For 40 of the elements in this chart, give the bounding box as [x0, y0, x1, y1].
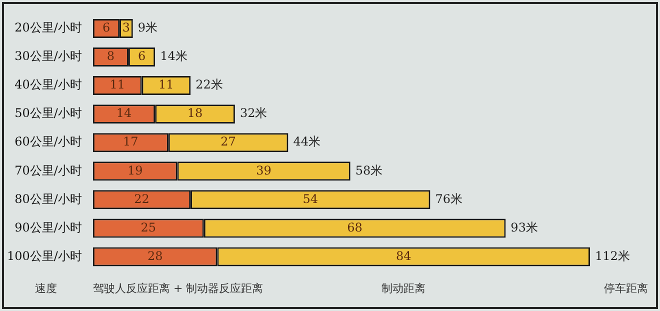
total-label: 112米 — [595, 248, 630, 263]
data-label: 84 — [396, 248, 412, 263]
y-tick-label: 90公里/小时 — [14, 220, 82, 234]
y-tick-label: 80公里/小时 — [14, 192, 82, 206]
data-label: 11 — [110, 78, 125, 92]
total-label: 93米 — [510, 220, 538, 234]
total-label: 14米 — [160, 49, 188, 64]
data-label: 17 — [123, 134, 138, 149]
total-label: 58米 — [355, 163, 383, 178]
y-tick-label: 40公里/小时 — [14, 78, 82, 92]
data-label: 28 — [147, 248, 163, 263]
data-label: 11 — [158, 78, 174, 92]
data-label: 27 — [220, 134, 236, 149]
series-label: 制动距离 — [382, 282, 426, 295]
y-tick-label: 60公里/小时 — [14, 134, 82, 149]
data-label: 25 — [140, 220, 156, 234]
data-label: 14 — [116, 106, 132, 120]
data-label: 68 — [347, 220, 362, 234]
series-label: 驾驶人反应距离 + 制动器反应距离 — [92, 282, 264, 295]
data-label: 6 — [138, 49, 146, 64]
y-axis-title: 速度 — [35, 282, 57, 295]
data-label: 8 — [106, 49, 115, 64]
data-label: 54 — [302, 192, 318, 206]
data-label: 3 — [122, 20, 130, 35]
text: 停车距离 — [604, 282, 648, 295]
total-label: 22米 — [196, 78, 223, 92]
data-label: 19 — [127, 163, 143, 178]
y-tick-label: 50公里/小时 — [14, 106, 82, 120]
total-label: 76米 — [435, 192, 463, 206]
y-tick-label: 20公里/小时 — [14, 20, 82, 35]
y-tick-label: 30公里/小时 — [14, 49, 82, 64]
y-tick-label: 100公里/小时 — [6, 248, 82, 263]
data-label: 39 — [256, 163, 272, 178]
data-label: 18 — [187, 106, 203, 120]
data-label: 6 — [102, 20, 110, 35]
total-label: 9米 — [138, 20, 158, 35]
total-label: 44米 — [293, 134, 320, 149]
total-label: 32米 — [240, 106, 268, 120]
data-label: 22 — [134, 192, 150, 206]
y-tick-label: 70公里/小时 — [14, 163, 82, 178]
